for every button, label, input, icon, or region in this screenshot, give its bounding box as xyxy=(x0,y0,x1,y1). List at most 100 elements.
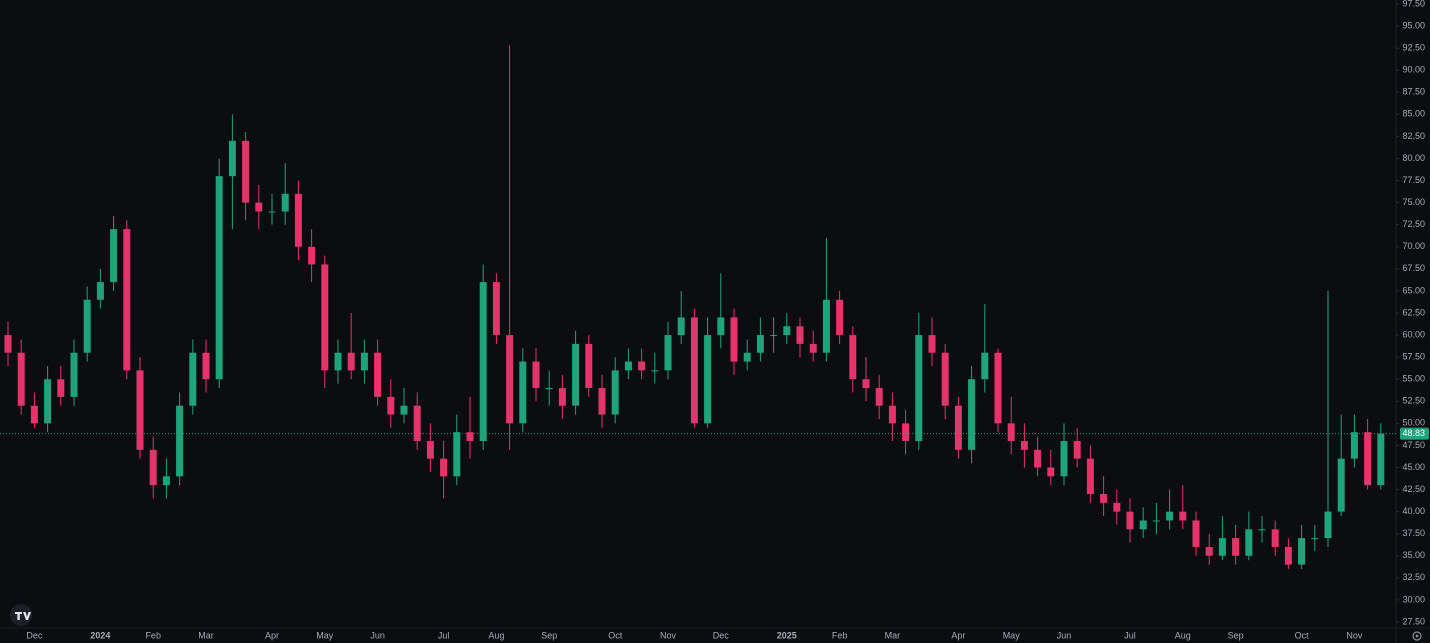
candle-body xyxy=(1271,529,1279,547)
candle xyxy=(783,313,791,344)
candle-body xyxy=(374,352,382,397)
x-tick-label: May xyxy=(316,630,334,640)
candle xyxy=(479,264,487,450)
candle xyxy=(690,308,698,428)
y-tick-label: 52.50 xyxy=(1402,396,1425,406)
candle-body xyxy=(651,370,659,372)
candle-body xyxy=(479,282,487,442)
candle-body xyxy=(334,352,342,371)
candle-body xyxy=(558,388,566,406)
candle-body xyxy=(215,176,223,380)
candle xyxy=(136,357,144,459)
y-tick-label: 75.00 xyxy=(1402,197,1425,207)
candle xyxy=(638,348,646,380)
x-tick-label: Dec xyxy=(26,630,43,640)
candle xyxy=(215,158,223,389)
logo-glyph[interactable] xyxy=(15,612,31,620)
candle-body xyxy=(149,449,157,486)
candle-body xyxy=(426,441,434,459)
candle xyxy=(1166,489,1174,530)
candle xyxy=(268,193,276,225)
candle xyxy=(611,357,619,424)
candle-body xyxy=(110,229,118,283)
candle-body xyxy=(506,335,514,424)
y-tick-label: 50.00 xyxy=(1402,418,1425,428)
candle xyxy=(57,365,65,406)
candle-body xyxy=(888,405,896,424)
candle xyxy=(624,348,632,380)
candle xyxy=(1047,449,1055,486)
x-tick-label: Aug xyxy=(488,630,504,640)
y-tick-label: 60.00 xyxy=(1402,329,1425,339)
y-tick-label: 67.50 xyxy=(1402,263,1425,273)
last-price-label: 48.83 xyxy=(1402,428,1425,438)
candle xyxy=(809,330,817,362)
candle-body xyxy=(202,352,210,380)
candle-body xyxy=(1298,538,1306,565)
candle xyxy=(492,273,500,344)
plot-area xyxy=(0,45,1396,570)
candle xyxy=(1271,520,1279,556)
candle xyxy=(849,326,857,393)
candle-body xyxy=(440,458,448,477)
candle-body xyxy=(136,370,144,450)
candle-body xyxy=(387,396,395,415)
candle-body xyxy=(1218,538,1226,556)
y-tick-label: 55.00 xyxy=(1402,374,1425,384)
candle-body xyxy=(413,405,421,442)
candle-body xyxy=(1047,467,1055,477)
candle xyxy=(836,290,844,344)
candle-body xyxy=(862,379,870,389)
candle xyxy=(968,365,976,464)
candle-body xyxy=(1350,432,1358,459)
candle-body xyxy=(968,379,976,450)
candle xyxy=(1377,423,1385,490)
candle-body xyxy=(242,140,250,203)
candle-body xyxy=(1073,441,1081,459)
candle-body xyxy=(123,229,131,371)
candle xyxy=(334,339,342,384)
candle-body xyxy=(1166,511,1174,521)
candle-body xyxy=(360,352,368,371)
candle-body xyxy=(1324,511,1332,539)
candle xyxy=(756,317,764,362)
candle xyxy=(440,441,448,499)
y-tick-label: 57.50 xyxy=(1402,352,1425,362)
last-price-badge xyxy=(1400,427,1429,440)
candle-body xyxy=(17,352,25,406)
candle-body xyxy=(1060,441,1068,477)
y-tick-label: 70.00 xyxy=(1402,241,1425,251)
candle-body xyxy=(638,361,646,371)
candle-body xyxy=(756,335,764,353)
candle-body xyxy=(743,352,751,362)
candle-body xyxy=(57,379,65,397)
candle xyxy=(44,365,52,433)
x-tick-label: Mar xyxy=(885,630,901,640)
candle-body xyxy=(400,405,408,415)
candle-body xyxy=(1311,538,1319,540)
candle-body xyxy=(915,335,923,442)
candle xyxy=(1060,423,1068,486)
y-tick-label: 35.00 xyxy=(1402,550,1425,560)
candle xyxy=(17,339,25,415)
gear-hub[interactable] xyxy=(1415,634,1419,638)
tradingview-logo[interactable] xyxy=(10,604,32,626)
y-tick-label: 82.50 xyxy=(1402,131,1425,141)
candle-body xyxy=(492,282,500,336)
candle xyxy=(1100,476,1108,517)
candle-body xyxy=(1377,433,1385,486)
candle-body xyxy=(83,299,91,353)
candle xyxy=(1205,533,1213,565)
candle xyxy=(651,352,659,384)
candle-body xyxy=(796,326,804,344)
settings-icon[interactable] xyxy=(1412,631,1422,641)
logo-bg[interactable] xyxy=(10,604,32,626)
gear[interactable] xyxy=(1412,631,1422,641)
candle-body xyxy=(902,423,910,442)
candle-body xyxy=(677,317,685,336)
candle xyxy=(242,132,250,221)
candle-body xyxy=(1034,449,1042,468)
candle-body xyxy=(294,193,302,247)
